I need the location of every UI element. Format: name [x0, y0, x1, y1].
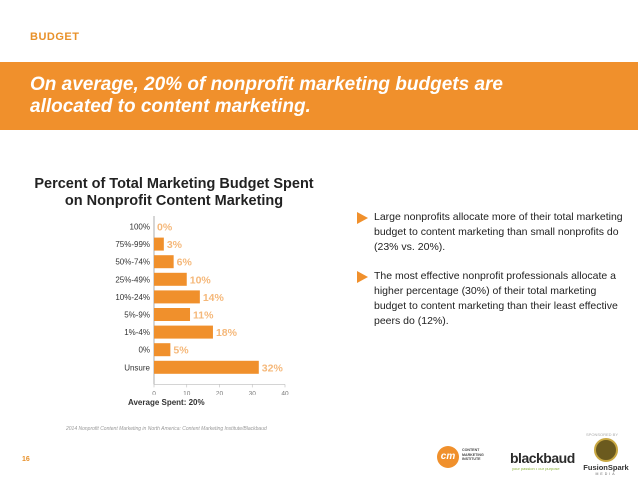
- category-label: 0%: [138, 346, 150, 355]
- fusionspark-emblem-icon: [594, 438, 618, 462]
- data-label: 10%: [190, 274, 212, 286]
- triangle-bullet-icon: [357, 271, 368, 283]
- finding-item: Large nonprofits allocate more of their …: [356, 210, 626, 255]
- x-tick-label: 30: [249, 390, 257, 395]
- data-label: 6%: [177, 257, 193, 269]
- key-findings: Large nonprofits allocate more of their …: [356, 210, 626, 343]
- finding-text: Large nonprofits allocate more of their …: [374, 211, 623, 253]
- category-label: 1%-4%: [124, 328, 150, 337]
- bar: [154, 255, 174, 269]
- bar: [154, 237, 164, 251]
- data-label: 32%: [262, 362, 284, 374]
- bar: [154, 343, 171, 357]
- category-label: 25%-49%: [115, 275, 150, 284]
- blackbaud-tagline: your passion • our purpose: [512, 466, 560, 471]
- page-number: 16: [22, 456, 30, 463]
- bar: [154, 360, 259, 374]
- x-tick-label: 20: [216, 390, 224, 395]
- category-label: 10%-24%: [115, 293, 150, 302]
- fusionspark-sub: MEDIA: [595, 472, 617, 476]
- x-tick-label: 0: [152, 390, 156, 395]
- bar: [154, 325, 213, 339]
- source-note: 2014 Nonprofit Content Marketing in Nort…: [66, 426, 267, 432]
- fusionspark-name: FusionSpark: [583, 463, 629, 472]
- x-tick-label: 40: [281, 390, 289, 395]
- cmi-name: CONTENT MARKETING INSTITUTE: [462, 448, 484, 461]
- headline-banner: [0, 62, 638, 130]
- data-label: 14%: [203, 292, 225, 304]
- sponsored-by-label: SPONSORED BY: [586, 432, 619, 437]
- category-label: Unsure: [124, 363, 150, 372]
- finding-text: The most effective nonprofit professiona…: [374, 270, 618, 327]
- chart-title: Percent of Total Marketing Budget Spent …: [34, 176, 314, 209]
- bar: [154, 272, 187, 286]
- bar: [154, 290, 200, 304]
- category-label: 50%-74%: [115, 258, 150, 267]
- blackbaud-logo: blackbaud: [510, 450, 575, 466]
- headline: On average, 20% of nonprofit marketing b…: [30, 74, 503, 117]
- fusionspark-logo: FusionSpark MEDIA: [582, 438, 630, 478]
- bar-chart: 100% 0%75%-99% 3%50%-74% 6%25%-49% 10%10%-24…: [115, 216, 289, 395]
- cmi-mark-icon: cm: [437, 446, 459, 468]
- category-label: 100%: [130, 223, 150, 232]
- triangle-bullet-icon: [357, 212, 368, 224]
- data-label: 18%: [216, 327, 238, 339]
- data-label: 3%: [167, 239, 183, 251]
- data-label: 5%: [173, 345, 189, 357]
- average-spent-label: Average Spent: 20%: [128, 398, 205, 407]
- category-label: 5%-9%: [124, 311, 150, 320]
- x-tick-label: 10: [183, 390, 191, 395]
- data-label: 11%: [193, 310, 214, 322]
- finding-item: The most effective nonprofit professiona…: [356, 269, 626, 329]
- bar: [154, 308, 191, 321]
- category-label: 75%-99%: [115, 240, 150, 249]
- section-label: BUDGET: [30, 31, 80, 43]
- data-label: 0%: [157, 222, 173, 234]
